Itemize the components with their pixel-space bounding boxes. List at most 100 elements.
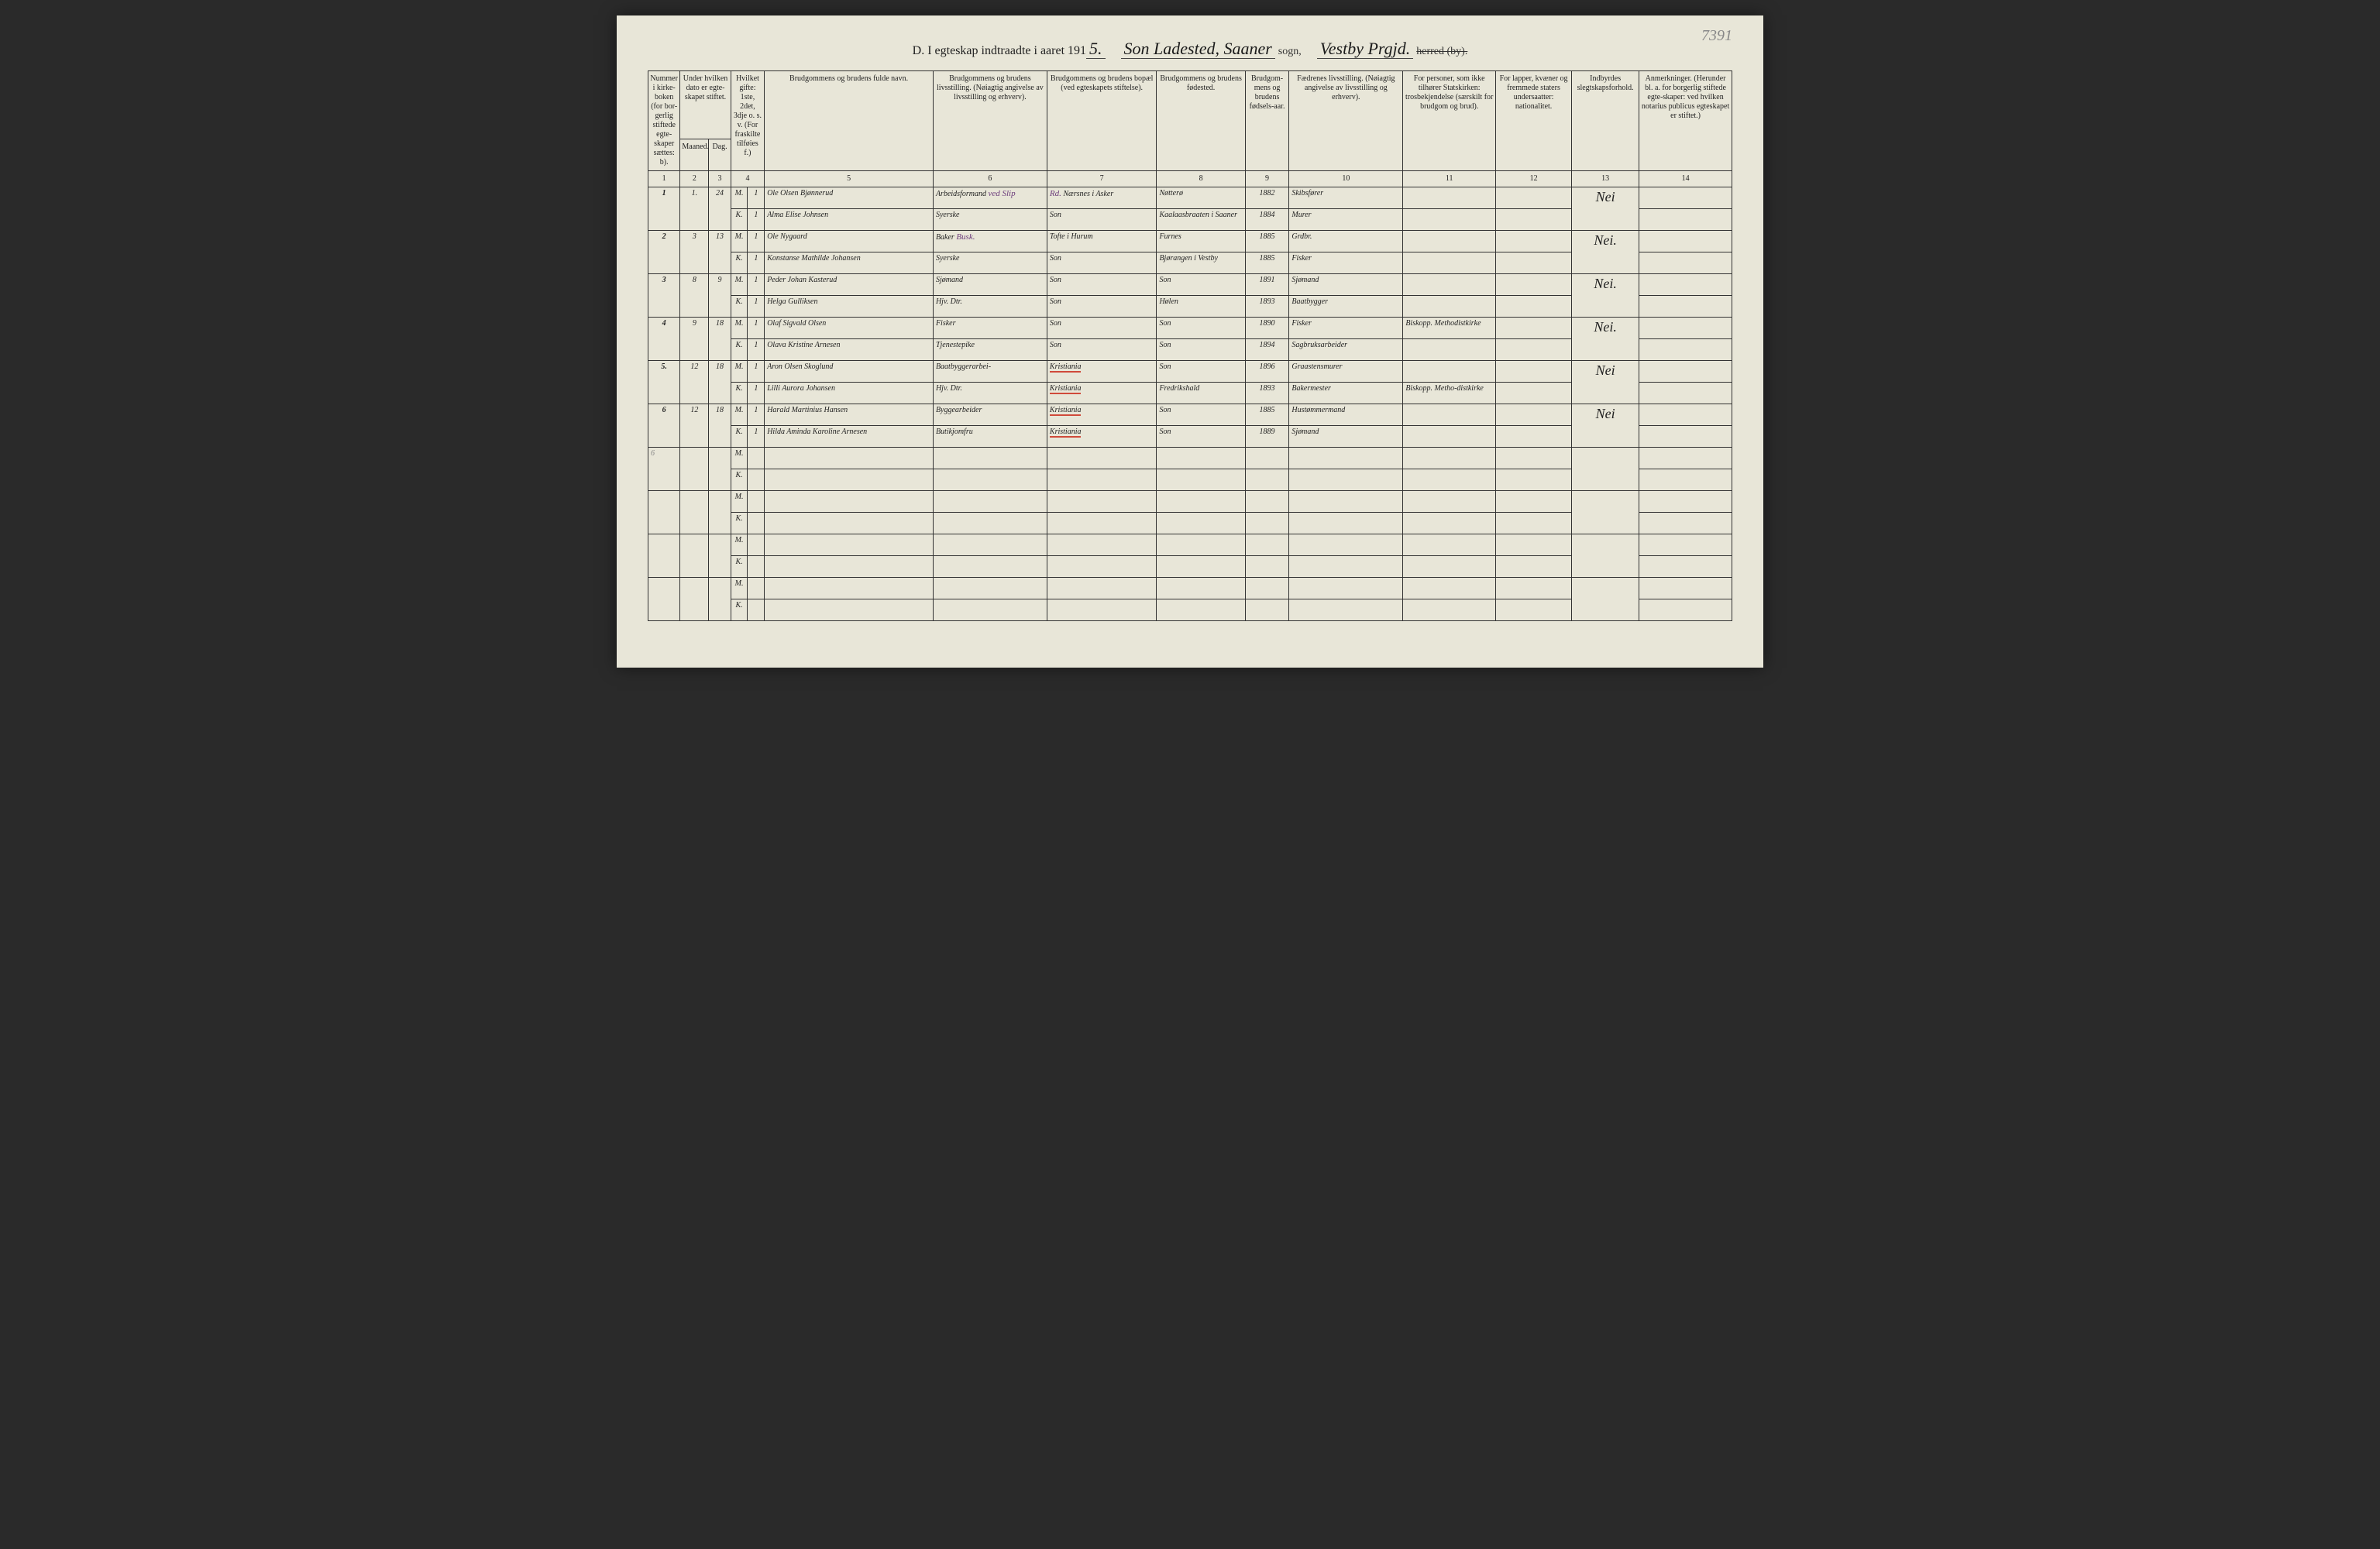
- h12: For lapper, kvæner og fremmede staters u…: [1496, 71, 1572, 171]
- day: 24: [709, 187, 731, 231]
- h3: Hvilket gifte: 1ste, 2det, 3dje o. s. v.…: [731, 71, 765, 171]
- cn3: 3: [709, 171, 731, 187]
- c13: Nei: [1572, 361, 1639, 404]
- name-m: Harald Martinius Hansen: [765, 404, 934, 426]
- father-k: Fisker: [1289, 252, 1403, 274]
- res-m: Rd. Nærsnes i Asker: [1047, 187, 1157, 209]
- cn4: 4: [731, 171, 765, 187]
- birth-k: Son: [1157, 426, 1245, 448]
- c12-k: [1496, 252, 1572, 274]
- birth-m: Son: [1157, 404, 1245, 426]
- c14-k: [1639, 339, 1732, 361]
- c14-m: [1639, 318, 1732, 339]
- mk-k: K.: [731, 556, 748, 578]
- row-number: 6: [648, 448, 680, 491]
- name-k: Lilli Aurora Johansen: [765, 383, 934, 404]
- row-number: 2: [648, 231, 680, 274]
- father-m: Fisker: [1289, 318, 1403, 339]
- mk-m: M.: [731, 404, 748, 426]
- res-k: Son: [1047, 296, 1157, 318]
- day: 18: [709, 318, 731, 361]
- mk-m: M.: [731, 578, 748, 599]
- day: 18: [709, 404, 731, 448]
- father-k: Bakermester: [1289, 383, 1403, 404]
- h8: Brudgommens og brudens fødested.: [1157, 71, 1245, 171]
- day: 13: [709, 231, 731, 274]
- cn10: 10: [1289, 171, 1403, 187]
- gifte-m: 1: [748, 361, 765, 383]
- c14-m: [1639, 361, 1732, 383]
- birth-m: Son: [1157, 361, 1245, 383]
- name-m: Peder Johan Kasterud: [765, 274, 934, 296]
- title-prefix: D. I egteskap indtraadte i aaret 191: [913, 44, 1086, 57]
- res-m: Tofte i Hurum: [1047, 231, 1157, 252]
- table-row-empty: K.: [648, 513, 1732, 534]
- mk-k: K.: [731, 469, 748, 491]
- table-row-empty: K.: [648, 556, 1732, 578]
- c14-k: [1639, 426, 1732, 448]
- table-row-empty: K.: [648, 469, 1732, 491]
- c11-k: Biskopp. Metho-distkirke: [1403, 383, 1496, 404]
- cn2: 2: [680, 171, 709, 187]
- c11-m: [1403, 274, 1496, 296]
- name-m: Ole Nygaard: [765, 231, 934, 252]
- h2b: Dag.: [709, 139, 731, 170]
- mk-k: K.: [731, 383, 748, 404]
- title-line: D. I egteskap indtraadte i aaret 1915. S…: [648, 39, 1732, 59]
- cn14: 14: [1639, 171, 1732, 187]
- month: 12: [680, 404, 709, 448]
- c12-k: [1496, 426, 1572, 448]
- res-m: Kristiania: [1047, 361, 1157, 383]
- h10: Fædrenes livsstilling. (Nøiagtig angivel…: [1289, 71, 1403, 171]
- mk-k: K.: [731, 599, 748, 621]
- year-k: 1893: [1245, 296, 1289, 318]
- mk-k: K.: [731, 513, 748, 534]
- table-row: 6 12 18 M. 1 Harald Martinius Hansen Byg…: [648, 404, 1732, 426]
- father-k: Sjømand: [1289, 426, 1403, 448]
- name-k: Konstanse Mathilde Johansen: [765, 252, 934, 274]
- occ-k: Tjenestepike: [933, 339, 1047, 361]
- month: 1.: [680, 187, 709, 231]
- row-number: 4: [648, 318, 680, 361]
- gifte-m: 1: [748, 274, 765, 296]
- row-number: [648, 491, 680, 534]
- h2: Under hvilken dato er egte-skapet stifte…: [680, 71, 731, 139]
- mk-k: K.: [731, 252, 748, 274]
- corner-pagination: 7391: [1701, 27, 1732, 45]
- res-m: Son: [1047, 318, 1157, 339]
- birth-m: Nøtterø: [1157, 187, 1245, 209]
- c14-m: [1639, 187, 1732, 209]
- res-m: Kristiania: [1047, 404, 1157, 426]
- table-row: K. 1 Helga Gulliksen Hjv. Dtr. Son Hølen…: [648, 296, 1732, 318]
- father-m: Skibsfører: [1289, 187, 1403, 209]
- father-m: Hustømmermand: [1289, 404, 1403, 426]
- cn5: 5: [765, 171, 934, 187]
- mk-m: M.: [731, 231, 748, 252]
- birth-m: Furnes: [1157, 231, 1245, 252]
- res-k: Kristiania: [1047, 426, 1157, 448]
- day: 9: [709, 274, 731, 318]
- gifte-k: 1: [748, 383, 765, 404]
- gifte-m: 1: [748, 318, 765, 339]
- c11-k: [1403, 296, 1496, 318]
- name-k: Alma Elise Johnsen: [765, 209, 934, 231]
- c13: Nei: [1572, 404, 1639, 448]
- occ-m: Arbeidsformand ved Slip: [933, 187, 1047, 209]
- occ-k: Hjv. Dtr.: [933, 383, 1047, 404]
- c12-k: [1496, 339, 1572, 361]
- birth-k: Fredrikshald: [1157, 383, 1245, 404]
- c12-m: [1496, 274, 1572, 296]
- row-number: 3: [648, 274, 680, 318]
- mk-m: M.: [731, 448, 748, 469]
- name-k: Helga Gulliksen: [765, 296, 934, 318]
- h5: Brudgommens og brudens fulde navn.: [765, 71, 934, 171]
- name-m: Olaf Sigvald Olsen: [765, 318, 934, 339]
- table-row-empty: M.: [648, 534, 1732, 556]
- mk-m: M.: [731, 491, 748, 513]
- c12-k: [1496, 296, 1572, 318]
- title-place2: Vestby Prgjd.: [1317, 39, 1414, 59]
- father-m: Graastensmurer: [1289, 361, 1403, 383]
- table-row: K. 1 Konstanse Mathilde Johansen Syerske…: [648, 252, 1732, 274]
- c12-k: [1496, 383, 1572, 404]
- mk-k: K.: [731, 209, 748, 231]
